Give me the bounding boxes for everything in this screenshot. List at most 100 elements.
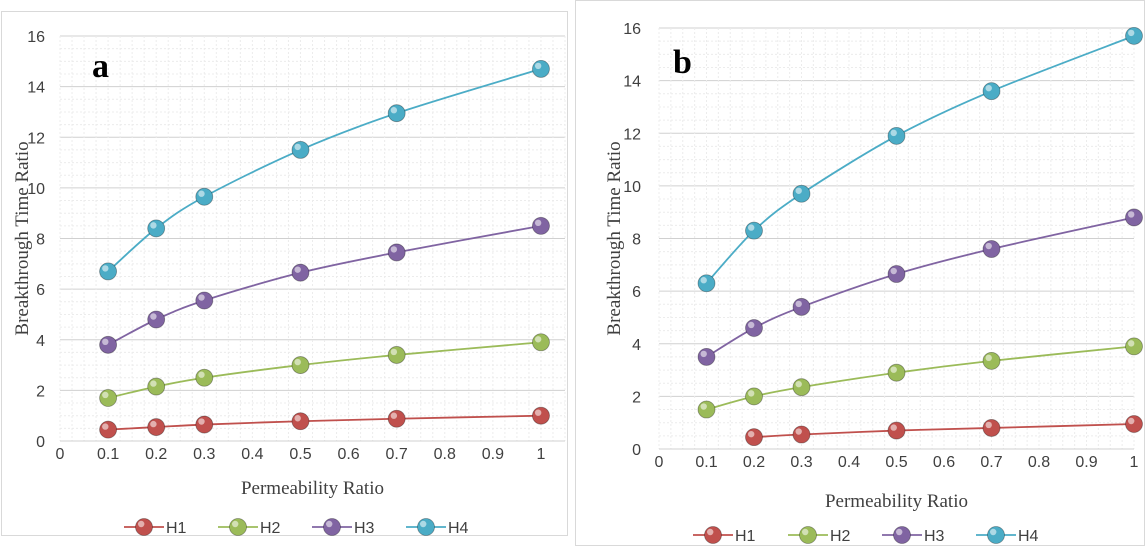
panel-b-series-h4-point-body <box>792 184 811 203</box>
panel-a-x-tick-label: 0.2 <box>145 446 167 463</box>
panel-b-legend-marker-body <box>704 526 722 544</box>
panel-a-legend-marker-highlight <box>420 520 427 528</box>
panel-b-x-tick-label: 0.6 <box>933 454 955 471</box>
panel-a-legend-marker-highlight <box>326 520 333 528</box>
panel-b-series-h1-point-highlight <box>748 430 755 438</box>
panel-b-series-h3-point-body <box>887 265 906 283</box>
panel-a-y-tick-label: 14 <box>27 80 45 97</box>
panel-a-series-h3-point-body <box>99 335 117 354</box>
panel-a-legend-h1: H1 <box>124 518 187 537</box>
panel-b-legend-marker-highlight <box>990 528 997 536</box>
panel-b-series-h2-point-body <box>1125 337 1143 356</box>
panel-a-series-h4-point <box>532 60 550 78</box>
panel-a-series-h4-point <box>147 219 166 238</box>
panel-b-series-h1 <box>745 415 1143 447</box>
panel-b-series-h1-point <box>745 428 763 447</box>
panel-b-series-h3-point-highlight <box>700 350 707 358</box>
panel-a-series-h4-point <box>99 262 117 281</box>
panel-a-series-h2-point-body <box>99 389 117 407</box>
panel-b-y-tick-label: 4 <box>632 337 641 354</box>
panel-a-series-h1-point <box>147 418 166 436</box>
panel-b-series-h3-point <box>887 265 906 283</box>
panel-b-series-h2-point-highlight <box>890 366 897 373</box>
panel-b-series-h4-point-highlight <box>1128 29 1135 37</box>
panel-b-series-h1-point-highlight <box>1128 417 1135 425</box>
panel-a-series-h1-point-highlight <box>198 418 205 425</box>
panel-a-legend-marker-body <box>229 518 247 536</box>
panel-a-x-tick-label: 0.9 <box>482 446 504 463</box>
panel-a-series-h3-point-body <box>291 263 310 282</box>
panel-a-legend-h3: H3 <box>312 518 375 537</box>
panel-a-series-h2-point-highlight <box>390 348 398 356</box>
panel-a-x-tick-label: 0.1 <box>97 446 119 463</box>
panel-a-series-h2-point <box>99 389 117 407</box>
panel-a-series-h1-point-body <box>195 415 214 434</box>
panel-b-series-h4-point <box>982 82 1001 101</box>
panel-b-series-h2-point <box>792 378 811 397</box>
panel-b-series-h2-point-highlight <box>795 380 802 388</box>
panel-b-series-h3-point-body <box>982 240 1001 258</box>
panel-a-x-tick-label: 0.5 <box>289 446 311 463</box>
panel-b-series-h2-point <box>1125 337 1143 356</box>
panel-b-series-h2-point-highlight <box>700 403 707 410</box>
panel-a-legend-marker-body <box>323 518 341 536</box>
panel-b-legend-h4: H4 <box>976 526 1039 545</box>
panel-a-legend-h4: H4 <box>406 518 469 537</box>
panel-a-x-tick-label: 0.6 <box>337 446 359 463</box>
panel-b-series-h2-point <box>887 363 906 382</box>
panel-b-y-tick-label: 10 <box>623 179 641 196</box>
panel-a-y-tick-label: 4 <box>36 333 45 350</box>
panel-b-y-tick-label: 12 <box>623 126 641 143</box>
panel-b-series-h4-point <box>745 221 763 240</box>
panel-a-series-h4-point-highlight <box>390 107 398 114</box>
panel-a-series-h3-point-highlight <box>198 294 205 301</box>
panel-a-legend-marker <box>417 518 435 536</box>
panel-a-series-h1-point-body <box>387 409 406 428</box>
panel-a-series-h4-point-body <box>99 262 117 281</box>
panel-a-series-h3-point <box>99 335 117 354</box>
panel-b-letter: b <box>673 44 692 81</box>
panel-b-series-h4-point <box>697 274 716 293</box>
panel-b-series-h3-point-body <box>745 319 763 337</box>
chart-panel-b: 0 2 4 6 8 10 12 14 16 0 0.1 0.2 0.3 0.4 0.5 0.6 0.7 0.8 0.… <box>575 0 1145 546</box>
panel-a-series-h2-point-highlight <box>102 391 109 399</box>
panel-a-series-h1-point-highlight <box>150 420 157 428</box>
panel-b-series-h2-point-highlight <box>985 354 992 362</box>
panel-b-series-h4-point-body <box>982 82 1001 101</box>
panel-b-legend-marker-body <box>893 526 911 544</box>
panel-b-series-h4-point-body <box>1125 26 1143 45</box>
panel-b-y-tick-label: 16 <box>623 21 641 38</box>
panel-b-x-tick-label: 0.2 <box>743 454 765 471</box>
panel-a-series-h2-point-body <box>195 368 214 387</box>
panel-b-legend-h2: H2 <box>788 526 851 545</box>
panel-b-x-tick-label: 0.8 <box>1028 454 1050 471</box>
panel-a-legend-marker-highlight <box>138 520 145 528</box>
panel-a-series-h4-point-highlight <box>150 222 157 229</box>
panel-b-series-h4-point-body <box>887 126 906 145</box>
panel-b-series-h4-point-highlight <box>748 224 755 231</box>
panel-a-series-h4-point-highlight <box>102 265 109 272</box>
panel-b-series-h2-point-body <box>982 351 1001 370</box>
panel-b-legend-marker-body <box>799 526 817 544</box>
panel-b-series-h2-point-body <box>887 363 906 382</box>
panel-b-series-h3-point-highlight <box>985 242 992 250</box>
panel-b-series-h4-point-highlight <box>985 84 992 92</box>
panel-a-x-tick-label: 0.4 <box>241 446 263 463</box>
panel-b-series-h2-point-highlight <box>1128 340 1135 347</box>
panel-b-legend-marker-body <box>987 526 1005 544</box>
panel-a-legend-marker <box>229 518 247 536</box>
panel-a-series-h1-point-body <box>99 420 117 439</box>
panel-b-series-h1-point <box>887 421 906 440</box>
panel-b-series-h3-point-highlight <box>1128 211 1135 218</box>
panel-a-series-h2-point-body <box>291 356 310 374</box>
panel-b-series-h3-point-body <box>697 348 716 366</box>
panel-a-series-h4-point-body <box>147 219 166 238</box>
panel-b-series-h3-point <box>1125 208 1143 227</box>
panel-b-y-tick-label: 14 <box>623 74 641 91</box>
panel-b-series-h4-point-body <box>697 274 716 293</box>
panel-b-y-tick-label: 0 <box>632 442 641 459</box>
panel-b-series-h3-point <box>792 298 811 316</box>
panel-b-series-h1-point <box>982 419 1001 437</box>
panel-a-series-h2-point <box>532 333 550 352</box>
panel-b-x-tick-label: 0.7 <box>980 454 1002 471</box>
